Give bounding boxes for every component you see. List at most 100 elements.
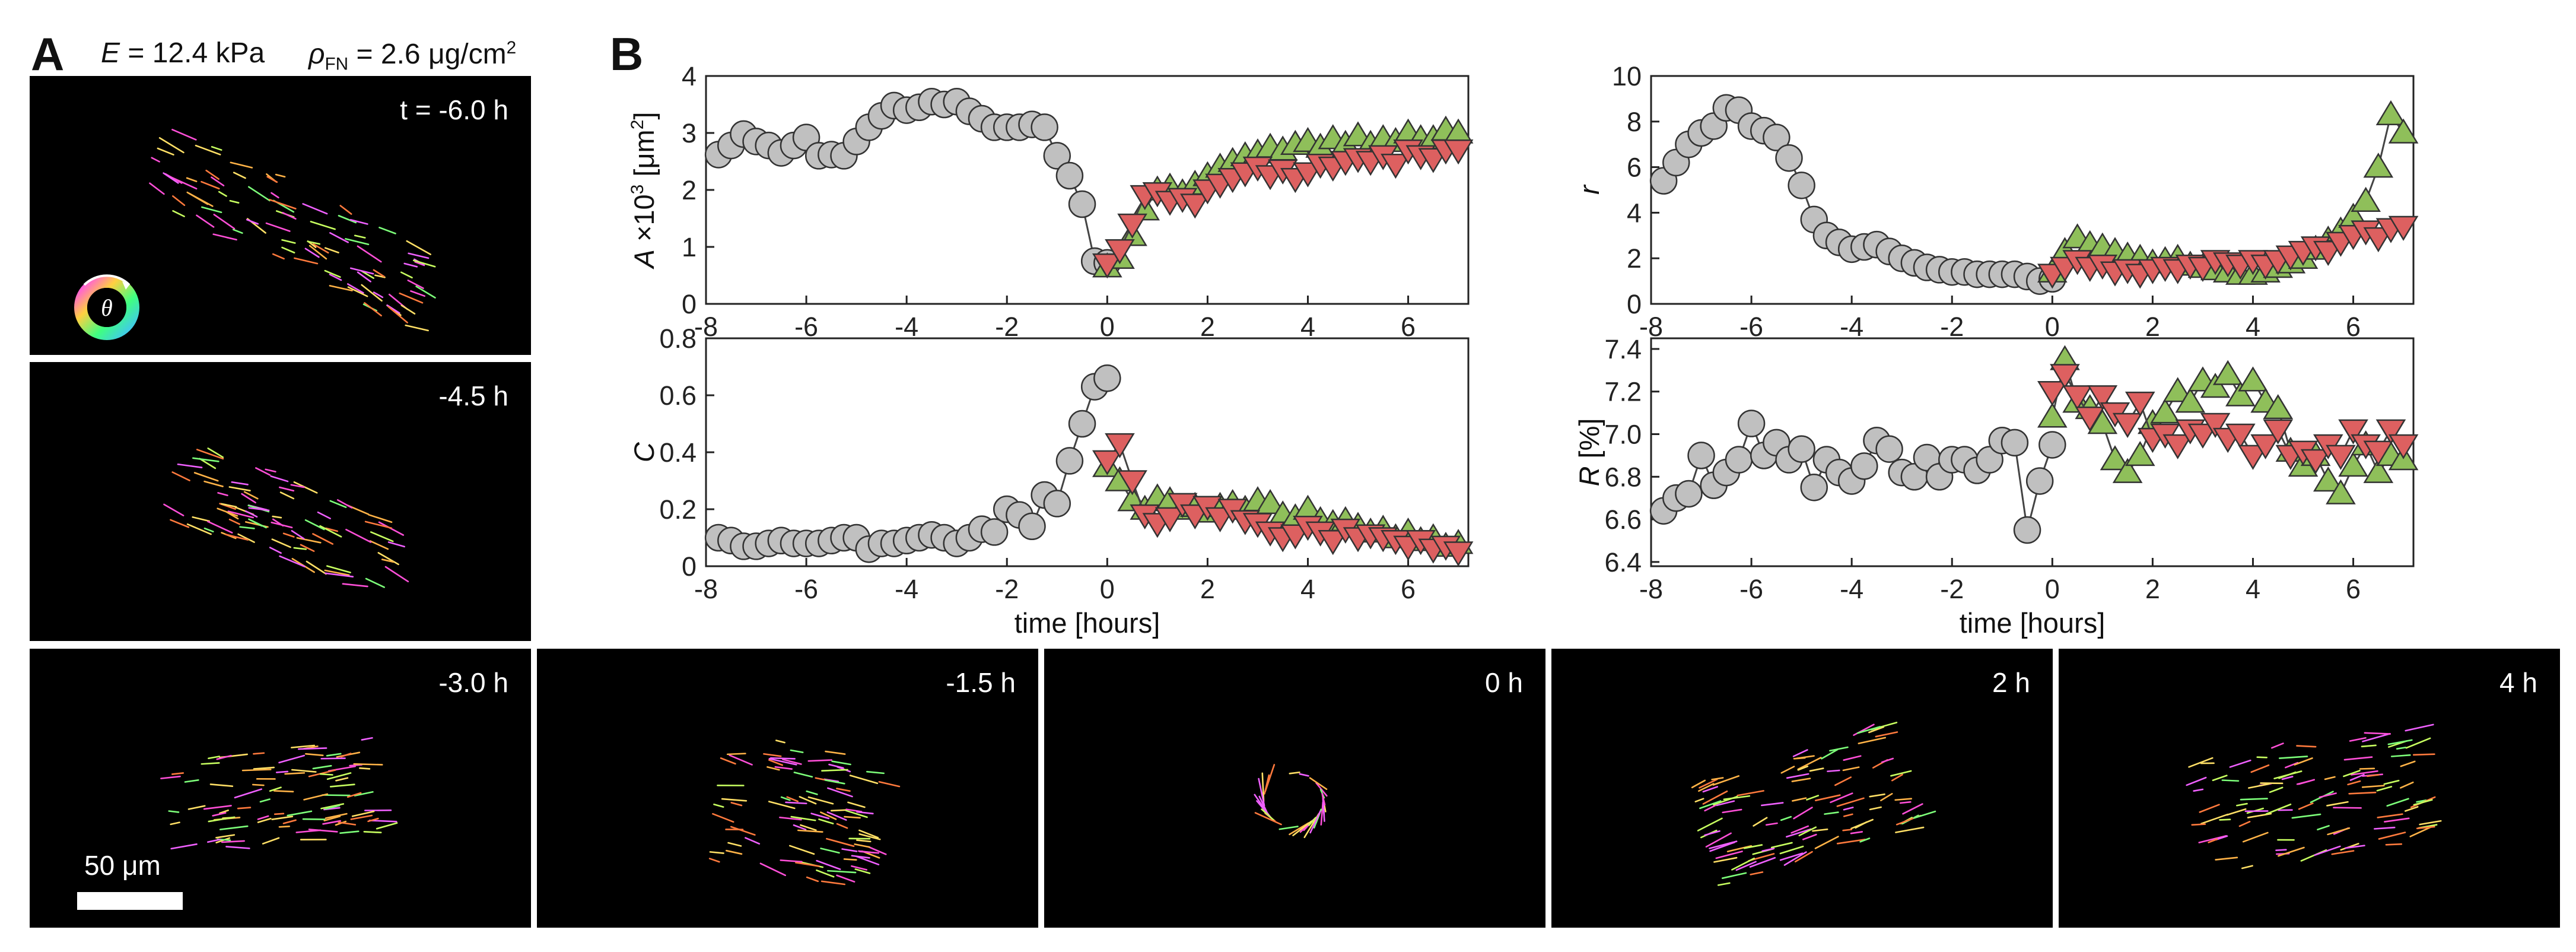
data-point: [1055, 161, 1084, 190]
x-tick-label: 2: [2145, 312, 2160, 342]
x-tick-label: -2: [1940, 574, 1964, 604]
image-frame-2: -4.5 h: [30, 362, 531, 641]
data-point: [2037, 402, 2068, 428]
data-point: [2338, 451, 2368, 477]
y-tick-label: 7.4: [1604, 334, 1642, 364]
x-tick-label: -6: [794, 312, 818, 342]
data-point: [2013, 516, 2041, 544]
x-tick-label: 6: [1401, 312, 1416, 342]
data-point: [980, 518, 1009, 546]
data-point: [2187, 423, 2218, 449]
data-point: [1725, 446, 1753, 474]
scale-bar: [77, 892, 183, 910]
data-point: [1443, 139, 1474, 165]
plot-frame: [1650, 337, 2415, 567]
image-frame-3: -3.0 h 50 μm: [30, 649, 531, 928]
data-point: [1737, 410, 1766, 437]
frame-time-label: 4 h: [2499, 667, 2537, 698]
data-point: [2212, 360, 2243, 385]
circularity-chart: -8 -6 -4 -2 0 2 4 6 0 0.2 0.4 0.6 0.8 time [hours] C: [628, 323, 1474, 639]
series-daughter-cell-2: [1092, 433, 1474, 567]
y-tick-label: 6.4: [1604, 547, 1642, 577]
orientation-wheel: θ: [74, 274, 139, 340]
data-point: [1875, 435, 1903, 463]
x-tick-label: -8: [694, 312, 718, 342]
series-before-division: [1649, 410, 2066, 544]
y-tick-label: 7.0: [1604, 419, 1642, 449]
x-tick-label: 2: [1200, 574, 1215, 604]
data-point: [1687, 442, 1715, 469]
data-point: [1105, 239, 1135, 265]
y-axis-text: ×10: [628, 194, 660, 249]
data-point: [2050, 364, 2080, 389]
y-tick-label: 6.8: [1604, 462, 1642, 492]
y-tick-label: 6.6: [1604, 504, 1642, 535]
data-point: [2112, 458, 2143, 483]
data-point: [2388, 215, 2419, 241]
x-tick-label: 4: [1300, 312, 1315, 342]
data-point: [2075, 407, 2106, 432]
stress-fiber-image: [163, 448, 409, 588]
data-point: [2200, 412, 2231, 438]
data-point: [2038, 431, 2066, 459]
y-axis-superscript: 3: [628, 185, 647, 195]
data-point: [1775, 144, 1803, 172]
density-header: ρFN = 2.6 μg/cm2: [309, 39, 516, 73]
x-tick-label: -8: [694, 574, 718, 604]
x-axis-label: time [hours]: [1015, 607, 1160, 639]
y-axis-close: ]: [628, 112, 660, 120]
y-tick-label: 0: [682, 551, 697, 582]
x-tick-label: -4: [1840, 312, 1863, 342]
data-point: [2263, 394, 2294, 420]
y-axis-text: [%]: [1573, 418, 1605, 467]
image-frame-6: 2 h: [1551, 649, 2053, 928]
x-tick-label: 4: [2246, 312, 2260, 342]
x-tick-label: -8: [1639, 574, 1663, 604]
x-tick-label: -4: [1840, 574, 1863, 604]
data-point: [2112, 412, 2143, 438]
y-axis-unit: [μm: [628, 129, 660, 184]
roughness-chart: -8 -6 -4 -2 0 2 4 6 6.4 6.6 6.8 7.0 7.2 7.4 time [hour…: [1573, 334, 2419, 639]
stiffness-symbol: E: [101, 37, 120, 69]
frame-time-label: 0 h: [1485, 667, 1523, 698]
x-tick-label: 2: [1200, 312, 1215, 342]
data-point: [1068, 190, 1096, 218]
density-value: = 2.6 μg/cm: [348, 39, 507, 70]
density-superscript: 2: [506, 38, 517, 58]
y-tick-label: 1: [682, 232, 697, 262]
data-point: [2363, 458, 2394, 483]
data-point: [2001, 429, 2029, 457]
frame-time-label: 2 h: [1992, 667, 2030, 698]
y-tick-label: 0.6: [659, 380, 697, 411]
data-point: [2162, 377, 2193, 402]
y-axis-unit-superscript: 2: [628, 120, 647, 130]
data-point: [2125, 440, 2155, 467]
density-symbol: ρ: [309, 39, 325, 70]
y-axis-label: A ×103 [μm2]: [628, 112, 660, 270]
y-tick-label: 0: [1627, 289, 1642, 319]
data-point: [2338, 419, 2368, 445]
x-tick-label: 0: [1100, 574, 1115, 604]
x-tick-label: 2: [2145, 574, 2160, 604]
y-tick-label: 4: [1627, 198, 1642, 228]
data-point: [1031, 113, 1058, 141]
plot-frame: [1650, 75, 2415, 305]
data-point: [2175, 388, 2206, 413]
data-point: [1105, 433, 1135, 459]
scale-bar-label: 50 μm: [84, 850, 161, 881]
data-point: [2238, 445, 2268, 470]
stiffness-value: = 12.4 kPa: [120, 37, 265, 69]
data-point: [2025, 467, 2054, 495]
y-tick-label: 2: [1627, 243, 1642, 274]
x-tick-label: 6: [2346, 312, 2361, 342]
y-axis-symbol: r: [1573, 184, 1605, 195]
data-point: [2388, 434, 2419, 459]
x-tick-label: 6: [1401, 574, 1416, 604]
x-tick-label: -2: [1940, 312, 1964, 342]
y-tick-label: 0.8: [659, 323, 697, 354]
series-daughter-cell-2: [2037, 364, 2419, 474]
y-axis-label: C: [628, 442, 660, 462]
stress-fiber-image: [160, 737, 398, 850]
